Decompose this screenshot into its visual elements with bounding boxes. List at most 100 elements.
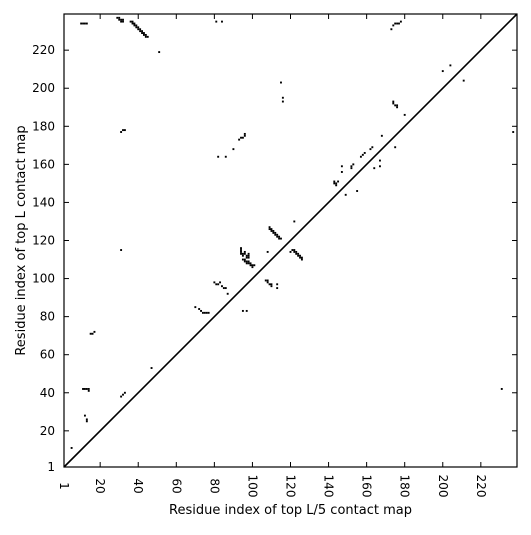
- contact-point: [70, 447, 73, 449]
- contact-point: [276, 287, 279, 290]
- contact-point: [245, 256, 248, 259]
- contact-point: [392, 24, 395, 27]
- contact-point: [205, 311, 208, 314]
- contact-point: [213, 281, 216, 284]
- contact-point: [146, 35, 149, 38]
- contact-point: [122, 393, 124, 396]
- contact-point: [281, 96, 284, 99]
- contact-point: [276, 283, 279, 286]
- contact-point: [300, 256, 303, 259]
- contact-point: [240, 250, 242, 253]
- contact-point: [243, 252, 246, 255]
- contact-point: [150, 367, 153, 369]
- contact-point: [82, 388, 84, 390]
- contact-point: [272, 231, 275, 234]
- contact-point: [120, 131, 123, 133]
- contact-point: [87, 388, 90, 390]
- contact-point: [398, 22, 400, 25]
- contact-point: [139, 28, 142, 31]
- contact-point: [89, 332, 92, 335]
- contact-point: [270, 230, 273, 232]
- contact-point: [123, 391, 126, 394]
- contact-point: [144, 35, 147, 38]
- contact-point: [266, 279, 269, 282]
- contact-point: [83, 414, 86, 417]
- contact-point: [280, 237, 282, 240]
- y-tick-label: 100: [32, 272, 55, 286]
- x-tick-label: 100: [245, 475, 259, 498]
- contact-point: [243, 250, 246, 253]
- contact-point: [274, 231, 277, 234]
- contact-point: [266, 281, 269, 284]
- contact-point: [399, 20, 402, 23]
- contact-point: [215, 283, 218, 286]
- contact-point: [361, 153, 364, 156]
- contact-point: [392, 100, 395, 103]
- contact-point: [247, 262, 250, 265]
- contact-point: [80, 22, 83, 25]
- contact-point: [297, 252, 300, 255]
- contact-point: [278, 235, 281, 238]
- contact-point: [241, 252, 244, 255]
- contact-point: [122, 18, 124, 21]
- contact-point: [243, 260, 246, 263]
- contact-point: [356, 190, 359, 192]
- contact-point: [241, 254, 244, 257]
- contact-point: [403, 113, 406, 116]
- contact-point: [270, 285, 273, 288]
- contact-point: [118, 18, 121, 21]
- contact-point: [337, 180, 340, 183]
- contact-point: [379, 165, 381, 168]
- contact-point: [291, 249, 294, 251]
- contact-point: [251, 266, 254, 269]
- contact-point: [221, 285, 223, 288]
- contact-point: [293, 250, 296, 253]
- contact-point: [299, 254, 301, 257]
- contact-point: [249, 264, 252, 267]
- x-tick-label: 140: [322, 475, 336, 498]
- contact-point: [118, 16, 121, 19]
- contact-point: [379, 159, 381, 162]
- contact-point: [449, 64, 452, 67]
- contact-point: [120, 395, 123, 398]
- contact-point: [295, 250, 298, 253]
- contact-point: [268, 283, 271, 286]
- contact-point: [194, 306, 197, 309]
- contact-point: [224, 155, 227, 158]
- contact-point: [295, 252, 298, 255]
- contact-point: [120, 249, 123, 251]
- contact-point: [200, 309, 202, 312]
- contact-point: [373, 167, 376, 170]
- contact-point: [245, 262, 248, 265]
- contact-point: [142, 33, 145, 36]
- contact-point: [198, 308, 201, 310]
- x-tick-label: 1: [57, 482, 71, 490]
- contact-point: [371, 146, 374, 149]
- y-tick-label: 160: [32, 157, 55, 171]
- contact-point: [512, 131, 515, 133]
- ticks-layer: 1 20 40 60 80 100 120 140 160 180 200 2201204060801…: [32, 14, 517, 497]
- contact-point: [240, 249, 242, 251]
- contact-point: [270, 228, 273, 231]
- contact-point: [241, 309, 244, 312]
- contact-point: [396, 22, 399, 25]
- contact-point: [215, 20, 218, 23]
- y-tick-label: 40: [40, 386, 55, 400]
- contact-point: [232, 148, 235, 151]
- contact-point: [120, 18, 123, 21]
- contact-point: [240, 247, 242, 250]
- contact-point: [245, 309, 248, 312]
- contact-point: [396, 104, 399, 107]
- y-tick-label: 20: [40, 424, 55, 438]
- y-tick-label: 180: [32, 119, 55, 133]
- contact-point: [85, 418, 88, 421]
- contact-point: [201, 311, 204, 314]
- contact-point: [91, 332, 94, 335]
- contact-point: [247, 260, 250, 263]
- x-tick-label: 220: [474, 475, 488, 498]
- y-tick-label: 140: [32, 195, 55, 209]
- contact-point: [335, 184, 338, 187]
- contact-point: [390, 28, 393, 31]
- contact-point: [135, 26, 138, 29]
- x-tick-label: 160: [360, 475, 374, 498]
